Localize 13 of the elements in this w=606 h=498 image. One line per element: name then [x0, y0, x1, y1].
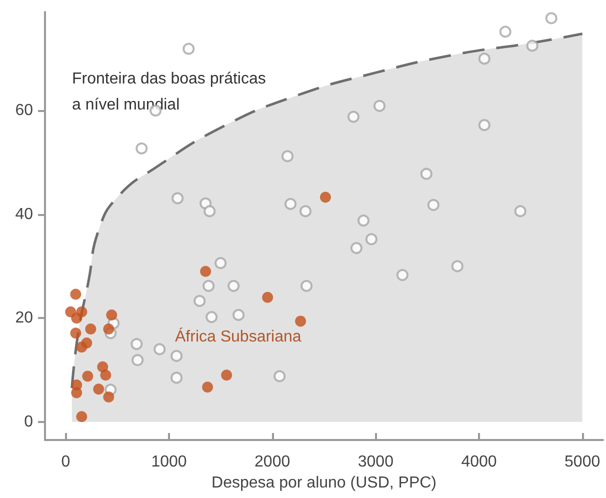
x-tick-label: 4000: [461, 454, 497, 470]
x-tick-label: 2000: [254, 454, 290, 470]
y-tick-label: 20: [15, 310, 34, 327]
x-tick-label: 3000: [358, 454, 394, 470]
x-tick-label: 1000: [151, 454, 187, 470]
x-tick-label: 0: [61, 454, 70, 470]
y-tick-label: 40: [15, 206, 34, 223]
x-tick-label: 5000: [564, 454, 600, 470]
x-axis-title: Despesa por aluno (USD, PPC): [212, 474, 436, 492]
series-label: África Subsariana: [175, 328, 302, 346]
y-tick-label: 0: [24, 413, 34, 430]
y-tick-label: 60: [15, 102, 34, 120]
series-label: Fronteira das boas práticas a nível mundial: [72, 70, 266, 114]
